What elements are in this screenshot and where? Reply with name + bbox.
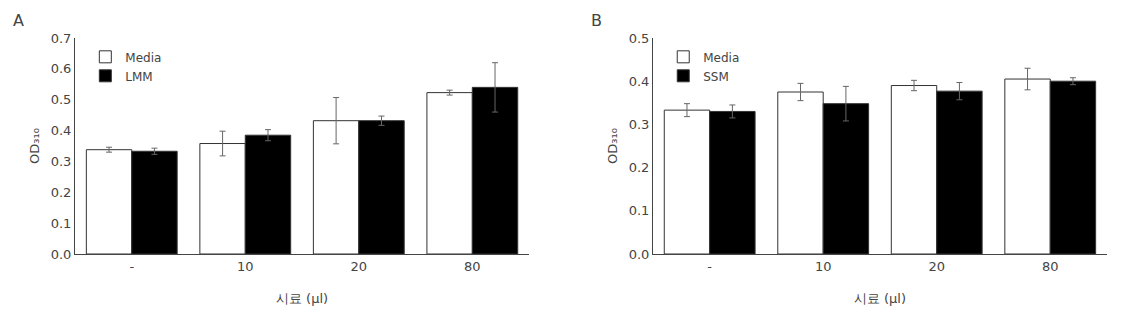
svg-text:10: 10 bbox=[237, 259, 254, 274]
svg-text:0.4: 0.4 bbox=[51, 123, 72, 138]
svg-text:20: 20 bbox=[928, 259, 945, 274]
svg-text:SSM: SSM bbox=[703, 70, 729, 84]
svg-text:0.6: 0.6 bbox=[51, 61, 72, 76]
svg-text:LMM: LMM bbox=[125, 70, 152, 84]
svg-text:0.1: 0.1 bbox=[51, 216, 72, 231]
svg-text:Media: Media bbox=[125, 51, 161, 65]
svg-text:-: - bbox=[707, 259, 712, 274]
svg-text:0.2: 0.2 bbox=[51, 185, 72, 200]
svg-text:0.1: 0.1 bbox=[629, 203, 650, 218]
svg-text:시료 (μl): 시료 (μl) bbox=[276, 291, 328, 306]
svg-text:-: - bbox=[129, 259, 134, 274]
svg-text:0.4: 0.4 bbox=[629, 74, 650, 89]
svg-text:B: B bbox=[591, 11, 602, 30]
svg-text:OD₃₁₀: OD₃₁₀ bbox=[27, 128, 42, 164]
svg-text:80: 80 bbox=[1042, 259, 1059, 274]
svg-text:Media: Media bbox=[703, 51, 739, 65]
svg-text:80: 80 bbox=[464, 259, 481, 274]
svg-text:OD₃₁₀: OD₃₁₀ bbox=[605, 128, 620, 164]
svg-text:0.5: 0.5 bbox=[51, 92, 72, 107]
svg-text:A: A bbox=[13, 11, 24, 30]
svg-text:10: 10 bbox=[815, 259, 832, 274]
svg-text:0.0: 0.0 bbox=[629, 247, 650, 262]
svg-text:0.0: 0.0 bbox=[51, 247, 72, 262]
svg-text:0.2: 0.2 bbox=[629, 160, 650, 175]
svg-text:0.5: 0.5 bbox=[629, 31, 650, 46]
svg-text:0.3: 0.3 bbox=[629, 117, 650, 132]
svg-text:0.7: 0.7 bbox=[51, 31, 72, 46]
svg-text:시료 (μl): 시료 (μl) bbox=[854, 291, 906, 306]
svg-text:20: 20 bbox=[351, 259, 368, 274]
svg-text:0.3: 0.3 bbox=[51, 154, 72, 169]
